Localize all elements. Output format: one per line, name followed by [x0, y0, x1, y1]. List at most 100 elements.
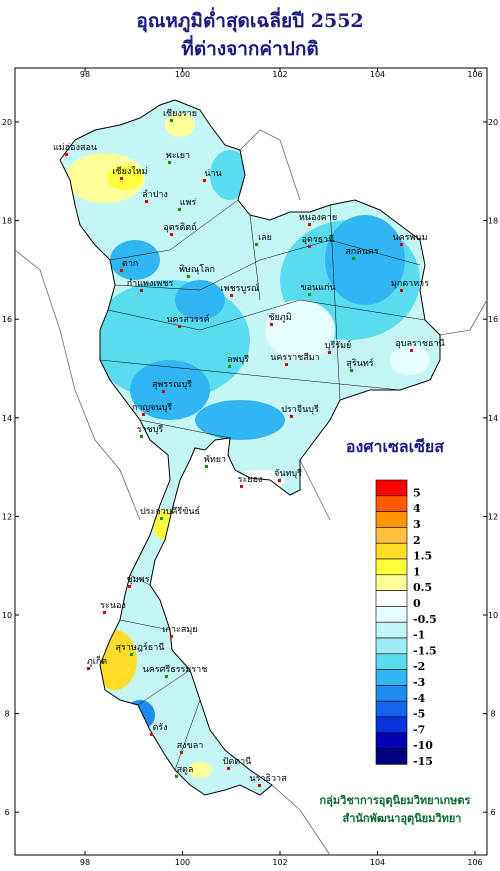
- lat-tick-label: 20: [488, 118, 498, 127]
- station-dot: [180, 751, 183, 754]
- province-label: ภูเก็ต: [87, 654, 107, 667]
- station-dot: [140, 289, 143, 292]
- province-label: พะเยา: [166, 151, 190, 161]
- province-label: ปัตตานี: [223, 756, 252, 767]
- legend-label: 0.5: [413, 581, 432, 594]
- province-label: บุรีรัมย์: [325, 339, 352, 351]
- lon-tick-label: 106: [467, 858, 482, 867]
- province-label: แพร่: [180, 198, 197, 208]
- legend-swatch: [375, 558, 408, 576]
- legend-label: 0: [413, 597, 421, 610]
- legend-swatch: [375, 542, 408, 560]
- station-dot: [240, 485, 243, 488]
- province-label: จันทบุรี: [274, 468, 302, 479]
- legend-swatch: [375, 479, 408, 497]
- province-label: ราชบุรี: [137, 424, 164, 435]
- province-label: สกลนคร: [345, 247, 379, 257]
- province-label: ระนอง: [100, 601, 126, 611]
- legend-label: 4: [413, 502, 421, 515]
- province-label: ตรัง: [152, 723, 167, 733]
- province-label: หนองคาย: [299, 213, 337, 223]
- title-line: อุณหภูมิต่ำสุดเฉลี่ยปี 2552: [136, 7, 363, 33]
- station-dot: [228, 365, 231, 368]
- province-label: สงขลา: [177, 741, 204, 751]
- province-label: เชียงใหม่: [112, 166, 147, 177]
- station-dot: [140, 435, 143, 438]
- province-label: สุราษฎร์ธานี: [116, 641, 165, 653]
- lon-tick-label: 104: [370, 858, 385, 867]
- station-dot: [128, 585, 131, 588]
- province-label: น่าน: [204, 169, 221, 179]
- lat-tick-label: 10: [488, 611, 498, 620]
- legend-swatch: [375, 621, 408, 639]
- legend-swatch: [375, 590, 408, 607]
- province-label: ขอนแก่น: [300, 283, 335, 293]
- anomaly-surface: [60, 100, 440, 795]
- station-dot: [142, 413, 145, 416]
- legend-title: องศาเซลเซียส: [346, 437, 444, 456]
- station-dot: [308, 245, 311, 248]
- neighbor-borders: [14, 129, 488, 856]
- lat-tick-label: 10: [2, 611, 12, 620]
- station-dot: [120, 177, 123, 180]
- legend-swatch: [375, 700, 408, 718]
- province-label: นราธิวาส: [249, 773, 287, 784]
- legend-label: -3: [413, 676, 425, 689]
- station-dot: [103, 611, 106, 614]
- province-label: นครศรีธรรมราช: [143, 664, 208, 675]
- station-dot: [270, 323, 273, 326]
- station-dot: [187, 275, 190, 278]
- station-dot: [120, 269, 123, 272]
- province-label: สตูล: [177, 765, 194, 775]
- province-label: อุตรดิตถ์: [163, 221, 196, 233]
- title-line: ที่ต่างจากค่าปกติ: [181, 35, 318, 60]
- province-label: อุบลราชธานี: [395, 338, 444, 349]
- legend-label: -2: [413, 660, 425, 673]
- station-dot: [400, 243, 403, 246]
- station-dot: [308, 223, 311, 226]
- legend-swatch: [375, 685, 408, 702]
- lat-tick-label: 6: [490, 808, 495, 817]
- station-dot: [203, 179, 206, 182]
- legend-label: 3: [413, 518, 421, 531]
- lon-tick-label: 98: [80, 70, 90, 79]
- province-label: นครราชสีมา: [270, 352, 319, 363]
- legend-swatch: [375, 748, 408, 765]
- legend-swatch: [375, 637, 408, 655]
- lat-tick-label: 16: [488, 315, 498, 324]
- lat-tick-label: 16: [2, 315, 12, 324]
- province-label: กาญจนบุรี: [132, 402, 172, 413]
- station-dot: [352, 257, 355, 260]
- map-frame: [14, 67, 488, 856]
- province-label: สุพรรณบุรี: [152, 379, 192, 390]
- lat-tick-label: 6: [4, 808, 9, 817]
- lat-tick-label: 14: [488, 414, 498, 423]
- legend-label: -4: [413, 692, 426, 705]
- province-label: เลย: [258, 233, 272, 243]
- station-dot: [350, 369, 353, 372]
- station-dot: [170, 233, 173, 236]
- legend-label: -15: [413, 755, 433, 768]
- province-label: อุดรธานี: [302, 234, 335, 245]
- station-dot: [65, 153, 68, 156]
- lat-tick-label: 20: [2, 118, 12, 127]
- station-dot: [165, 675, 168, 678]
- station-dot: [278, 479, 281, 482]
- station-dot: [290, 415, 293, 418]
- legend-swatch: [375, 653, 408, 670]
- legend-label: -0.5: [413, 613, 437, 626]
- province-label: เชียงราย: [163, 108, 197, 119]
- legend-label: -7: [413, 723, 425, 736]
- legend-swatch: [375, 606, 408, 623]
- legend-label: 5: [413, 486, 421, 499]
- legend-label: 2: [413, 534, 421, 547]
- station-dot: [175, 775, 178, 778]
- legend-label: 1.5: [413, 550, 432, 563]
- lat-tick-label: 18: [2, 217, 12, 226]
- lat-tick-label: 12: [2, 512, 12, 521]
- lon-tick-label: 102: [272, 858, 287, 867]
- province-label: สุรินทร์: [346, 357, 373, 369]
- legend-label: -1.5: [413, 644, 437, 657]
